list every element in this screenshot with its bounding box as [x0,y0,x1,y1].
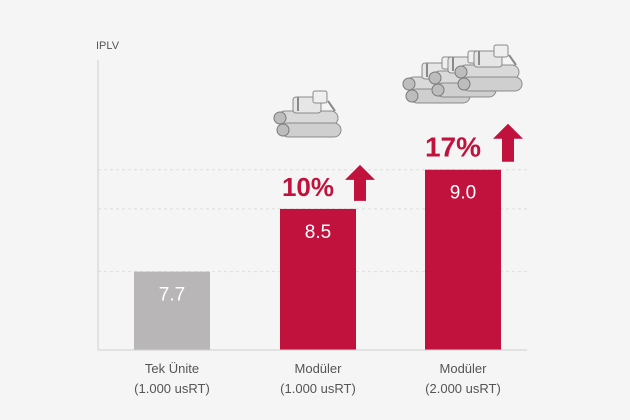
bars: 7.7 8.5 9.0 [134,169,501,350]
category-labels: Tek Ünite (1.000 usRT) Modüler (1.000 usRT)… [134,123,523,396]
x-tick-label: (1.000 usRT) [134,381,210,396]
chiller-unit-icon [273,90,342,138]
modular-chiller-bank-icon [402,44,523,104]
x-tick-label: Modüler [295,361,343,376]
up-arrow-icon [345,164,375,201]
bar-value-label: 8.5 [305,222,331,243]
x-tick-label: Tek Ünite [145,361,199,376]
increase-percent-label: 17% [425,132,481,163]
bar-value-label: 9.0 [450,183,476,204]
x-tick-label: (2.000 usRT) [425,381,501,396]
y-axis-label: IPLV [96,40,120,52]
x-tick-label: (1.000 usRT) [280,381,356,396]
bar [134,271,210,350]
equipment-icons [273,44,523,138]
up-arrow-icon [493,123,523,162]
bar-value-label: 7.7 [159,285,185,306]
bar [425,169,501,350]
x-tick-label: Modüler [440,361,488,376]
increase-percent-label: 10% [282,172,334,202]
bar [280,208,356,350]
